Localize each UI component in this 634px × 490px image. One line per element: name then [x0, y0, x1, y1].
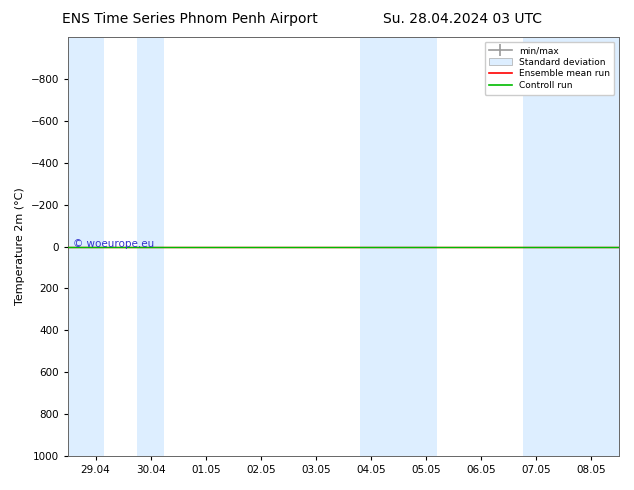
- Bar: [399, 37, 437, 456]
- Bar: [68, 37, 104, 456]
- Bar: [137, 37, 164, 456]
- Bar: [522, 37, 619, 456]
- Bar: [360, 37, 399, 456]
- Text: © woeurope.eu: © woeurope.eu: [74, 240, 155, 249]
- Legend: min/max, Standard deviation, Ensemble mean run, Controll run: min/max, Standard deviation, Ensemble me…: [484, 42, 614, 95]
- Y-axis label: Temperature 2m (°C): Temperature 2m (°C): [15, 188, 25, 305]
- Text: Su. 28.04.2024 03 UTC: Su. 28.04.2024 03 UTC: [384, 12, 542, 26]
- Text: ENS Time Series Phnom Penh Airport: ENS Time Series Phnom Penh Airport: [62, 12, 318, 26]
